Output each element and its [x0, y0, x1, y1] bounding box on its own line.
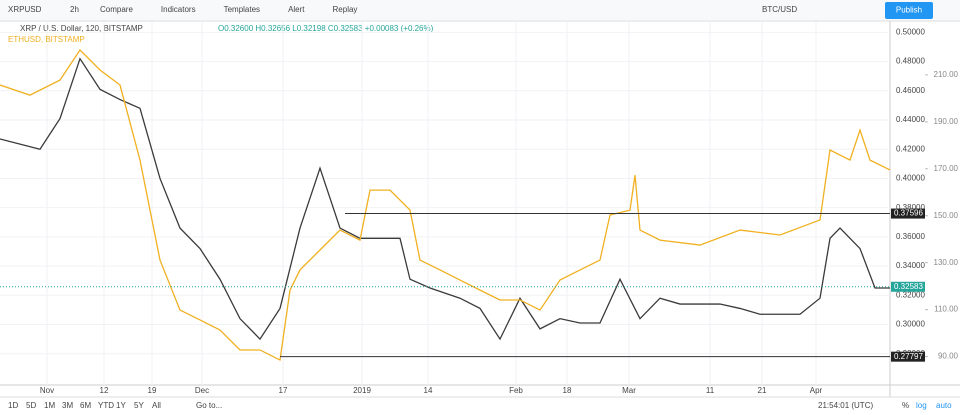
- x-tick-label: 12: [100, 386, 109, 395]
- toolbar-button[interactable]: Templates: [224, 5, 260, 14]
- x-tick-label: 18: [563, 386, 572, 395]
- legend-title: XRP / U.S. Dollar, 120, BITSTAMP: [20, 24, 143, 33]
- symbol[interactable]: XRPUSD: [8, 5, 42, 14]
- currency[interactable]: BTC/USD: [762, 5, 797, 14]
- ohlc: O0.32600 H0.32656 L0.32198 C0.32583 +0.0…: [218, 24, 434, 33]
- y-tick-label: 0.44000: [896, 115, 925, 124]
- toolbar: [0, 0, 960, 21]
- range-button[interactable]: 5D: [26, 401, 36, 410]
- range-button[interactable]: All: [152, 401, 161, 410]
- range-button[interactable]: 1Y: [116, 401, 126, 410]
- price-tag: [891, 351, 925, 362]
- price-tag-label: 0.27797: [894, 352, 923, 361]
- range-button[interactable]: 5Y: [134, 401, 144, 410]
- legend-entry: ETHUSD, BITSTAMP: [8, 35, 85, 44]
- y2-tick-label: 210.00: [934, 70, 959, 79]
- x-tick-label: Feb: [509, 386, 523, 395]
- y-tick-label: 0.38000: [896, 203, 925, 212]
- y2-tick-label: 150.00: [934, 211, 959, 220]
- price-tag-label: 0.37596: [894, 209, 923, 218]
- y-tick-label: 0.42000: [896, 144, 925, 153]
- price-tag: [891, 208, 925, 219]
- x-tick-label: 2019: [353, 386, 371, 395]
- range-button[interactable]: 6M: [80, 401, 91, 410]
- range-button[interactable]: 1M: [44, 401, 55, 410]
- toolbar-button[interactable]: Alert: [288, 5, 305, 14]
- toolbar-button[interactable]: Indicators: [161, 5, 196, 14]
- y-tick-label: 0.32000: [896, 290, 925, 299]
- y-tick-label: 0.30000: [896, 320, 925, 329]
- current-price-tag: [891, 281, 925, 292]
- goto[interactable]: Go to...: [196, 401, 222, 410]
- x-tick-label: 14: [424, 386, 433, 395]
- interval[interactable]: 2h: [70, 5, 79, 14]
- log[interactable]: log: [916, 401, 927, 410]
- y-tick-label: 0.36000: [896, 232, 925, 241]
- percent[interactable]: %: [902, 401, 909, 410]
- x-tick-label: 21: [758, 386, 767, 395]
- y2-tick-label: 170.00: [934, 164, 959, 173]
- auto[interactable]: auto: [936, 401, 952, 410]
- y-tick-label: 0.48000: [896, 57, 925, 66]
- y2-tick-label: 190.00: [934, 117, 959, 126]
- x-tick-label: 19: [148, 386, 157, 395]
- publish-label[interactable]: Publish: [896, 6, 922, 15]
- range-button[interactable]: 1D: [8, 401, 18, 410]
- range-button[interactable]: 3M: [62, 401, 73, 410]
- x-tick-label: Nov: [40, 386, 54, 395]
- x-tick-label: 11: [706, 386, 715, 395]
- x-tick-label: Dec: [195, 386, 209, 395]
- price-line: [0, 49, 891, 362]
- toolbar-button[interactable]: Replay: [333, 5, 358, 14]
- clock: 21:54:01 (UTC): [818, 401, 873, 410]
- y-tick-label: 0.46000: [896, 86, 925, 95]
- y2-tick-label: 90.00: [938, 352, 959, 361]
- toolbar-button[interactable]: Compare: [100, 5, 133, 14]
- range-button[interactable]: YTD: [98, 401, 114, 410]
- current-price-label: 0.32583: [894, 282, 923, 291]
- y-tick-label: 0.40000: [896, 174, 925, 183]
- x-tick-label: Apr: [810, 386, 823, 395]
- y-tick-label: 0.50000: [896, 27, 925, 36]
- publish-button[interactable]: [885, 2, 933, 19]
- price-line: [0, 57, 890, 341]
- x-tick-label: Mar: [622, 386, 636, 395]
- x-tick-label: 17: [279, 386, 288, 395]
- y2-tick-label: 130.00: [934, 258, 959, 267]
- y2-tick-label: 110.00: [934, 305, 958, 314]
- y-tick-label: 0.34000: [896, 261, 925, 270]
